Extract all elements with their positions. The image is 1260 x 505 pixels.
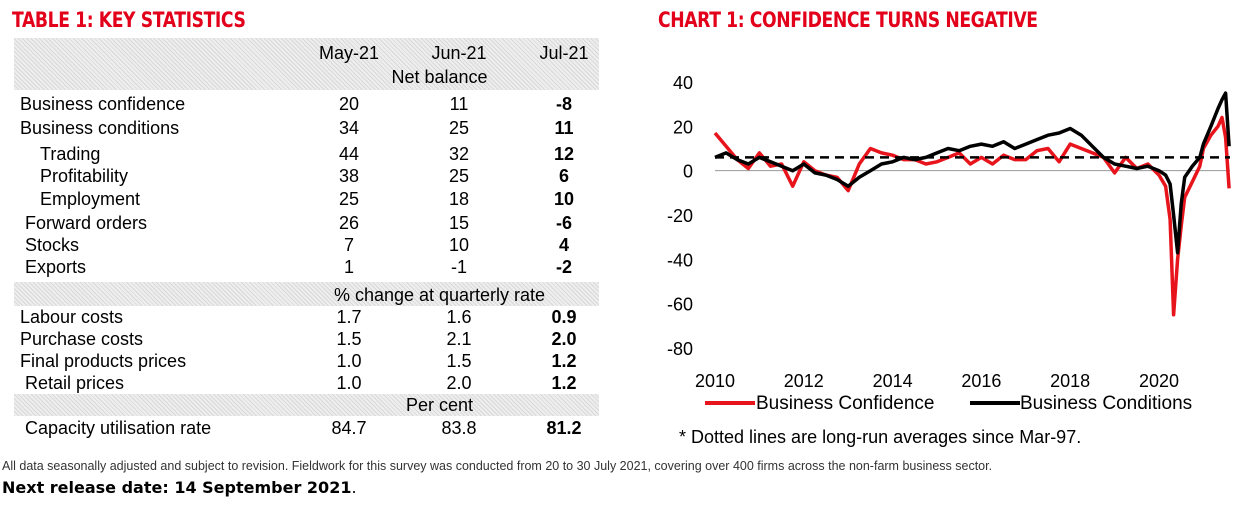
cell: 10 [553,189,575,209]
column-header: Jul-21 [539,43,589,63]
chart-footnote: * Dotted lines are long-run averages sin… [679,427,1082,447]
cell: -2 [555,257,572,277]
cell: 11 [554,118,574,138]
cell: -8 [555,94,572,114]
section-label: Net balance [391,67,488,87]
cell: 20 [338,94,360,114]
footer-note: All data seasonally adjusted and subject… [2,459,993,473]
chart-title: CHART 1: CONFIDENCE TURNS NEGATIVE [658,8,1038,32]
section-label: Per cent [405,395,474,415]
y-tick-label: -60 [667,295,693,315]
legend-label: Business Conditions [1020,393,1192,414]
cell: 6 [558,166,569,186]
table-row: Capacity utilisation rate 84.7 83.8 81.2 [14,417,599,439]
y-tick-label: 20 [673,117,693,137]
row-label: Capacity utilisation rate [25,418,212,438]
cell: -1 [450,257,467,277]
cell: 25 [448,118,470,138]
y-tick-label: 0 [683,162,693,182]
column-header: Jun-21 [431,43,487,63]
row-label: Retail prices [25,373,125,393]
header-band [14,38,599,90]
x-tick-label: 2018 [1050,371,1090,391]
column-header-row: May-21 Jun-21 Jul-21 [14,42,599,64]
cell: 38 [338,166,360,186]
row-label: Purchase costs [20,329,144,349]
cell: 1.5 [446,351,472,371]
table-row: Purchase costs 1.5 2.1 2.0 [14,328,599,350]
x-tick-label: 2016 [961,371,1001,391]
cell: 1.0 [336,373,362,393]
cell: 10 [448,235,470,255]
cell: 2.0 [551,329,577,349]
table-row: Forward orders 26 15 -6 [14,212,599,234]
table-row: Stocks 7 10 4 [14,234,599,256]
cell: 26 [338,213,360,233]
y-tick-label: 40 [673,73,693,93]
cell: 32 [448,144,470,164]
section-label: % change at quarterly rate [333,285,546,305]
cell: 25 [338,189,360,209]
row-label: Profitability [40,166,129,186]
row-label: Business conditions [20,118,180,138]
cell: 1.5 [336,329,362,349]
cell: 25 [448,166,470,186]
cell: 1 [343,257,354,277]
cell: 11 [449,94,469,114]
table-row: Retail prices 1.0 2.0 1.2 [14,372,599,394]
table-row: Employment 25 18 10 [14,188,599,210]
cell: 4 [558,235,569,255]
cell: -6 [555,213,572,233]
table-row: Final products prices 1.0 1.5 1.2 [14,350,599,372]
table-title: TABLE 1: KEY STATISTICS [12,8,246,32]
table-row: Labour costs 1.7 1.6 0.9 [14,306,599,328]
row-label: Stocks [25,235,80,255]
y-tick-label: -80 [667,339,693,359]
row-label: Exports [25,257,87,277]
row-label: Employment [40,189,141,209]
cell: 18 [448,189,470,209]
x-tick-label: 2010 [695,371,735,391]
cell: 2.1 [446,329,472,349]
cell: 0.9 [551,307,577,327]
table-row: Profitability 38 25 6 [14,165,599,187]
section-band-percent [14,394,599,416]
cell: 34 [338,118,360,138]
cell: 12 [553,144,575,164]
cell: 1.6 [446,307,472,327]
cell: 1.2 [551,373,577,393]
cell: 83.8 [441,418,477,438]
table-row: Business conditions 34 25 11 [14,117,599,139]
release-date: Next release date: 14 September 2021. [2,478,357,497]
row-label: Labour costs [20,307,124,327]
row-label: Final products prices [20,351,187,371]
cell: 1.2 [551,351,577,371]
row-label: Forward orders [25,213,148,233]
cell: 81.2 [546,418,582,438]
column-header: May-21 [318,43,380,63]
cell: 15 [448,213,470,233]
cell: 7 [343,235,354,255]
legend-label: Business Confidence [756,393,935,414]
cell: 2.0 [446,373,472,393]
table-row: Business confidence 20 11 -8 [14,93,599,115]
cell: 84.7 [331,418,367,438]
table-row: Trading 44 32 12 [14,143,599,165]
x-tick-label: 2012 [784,371,824,391]
table-row: Exports 1 -1 -2 [14,256,599,278]
cell: 1.7 [336,307,362,327]
y-tick-label: -40 [667,250,693,270]
y-tick-label: -20 [667,206,693,226]
row-label: Trading [40,144,101,164]
section-band-quarterly [14,282,599,306]
line-chart: 40 20 0 -20 -40 -60 -80 2010 2012 2014 2016 2018 20… [667,73,1231,414]
row-label: Business confidence [20,94,186,114]
cell: 1.0 [336,351,362,371]
x-tick-label: 2014 [873,371,913,391]
cell: 44 [338,144,360,164]
series-line-business-conditions [714,91,1231,255]
x-tick-label: 2020 [1139,371,1179,391]
